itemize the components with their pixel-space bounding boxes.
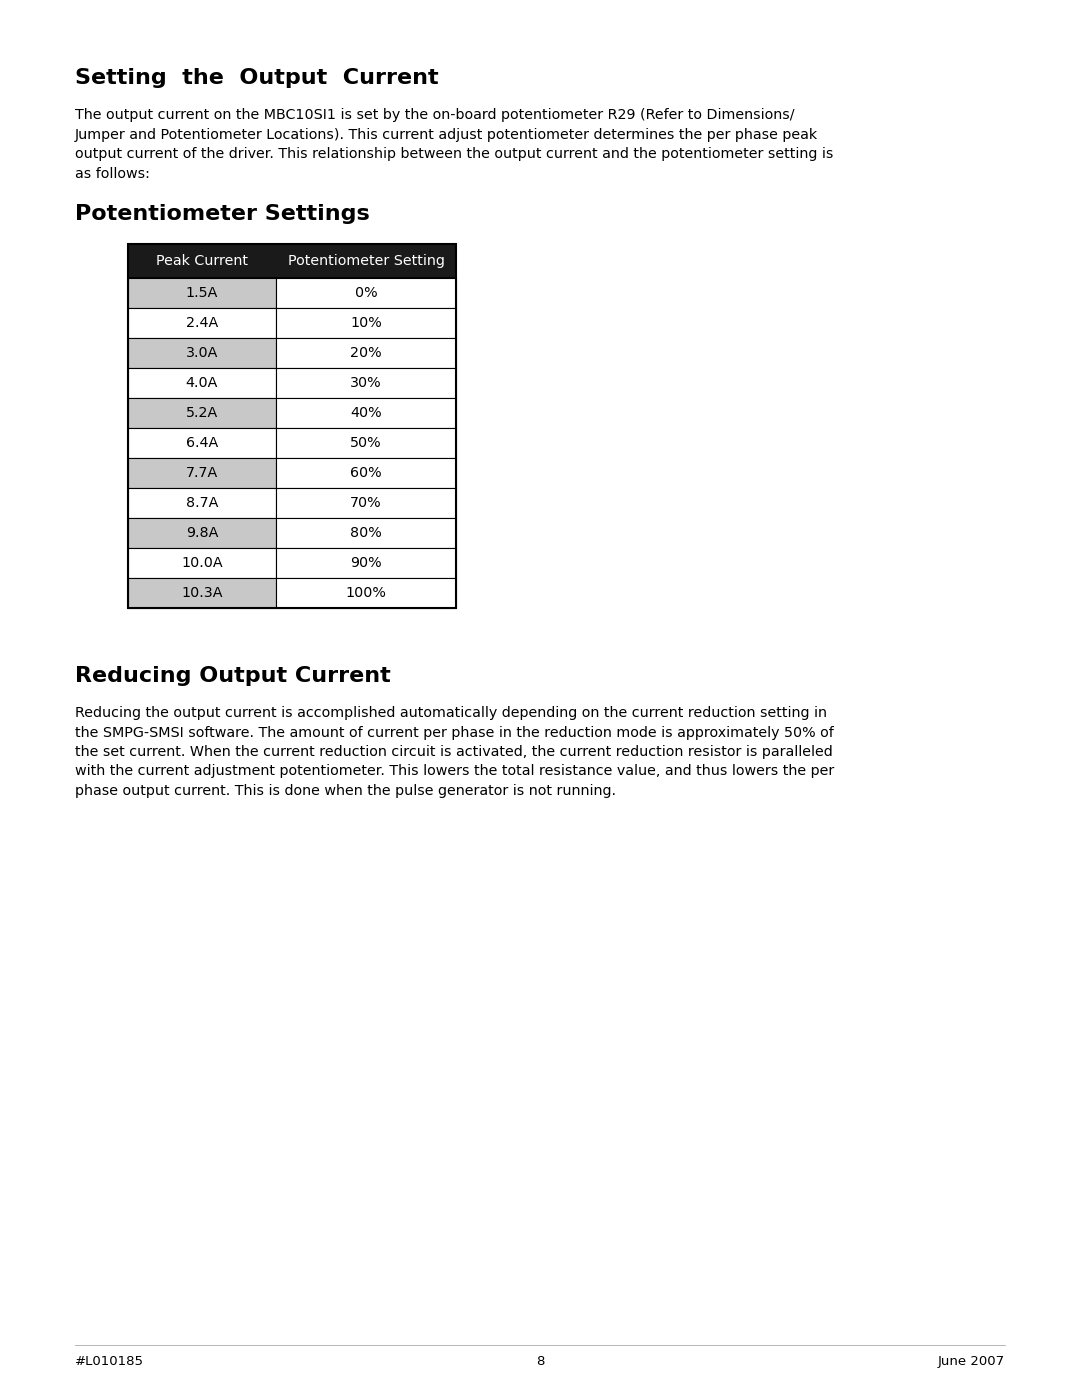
Text: 8: 8	[536, 1355, 544, 1368]
Text: 1.5A: 1.5A	[186, 286, 218, 300]
Text: 90%: 90%	[350, 556, 382, 570]
Text: with the current adjustment potentiometer. This lowers the total resistance valu: with the current adjustment potentiomete…	[75, 764, 834, 778]
Bar	[129, 548, 276, 578]
Bar	[276, 578, 456, 608]
Text: June 2007: June 2007	[937, 1355, 1005, 1368]
Text: 8.7A: 8.7A	[186, 496, 218, 510]
Text: Reducing Output Current: Reducing Output Current	[75, 666, 391, 686]
Text: 10.3A: 10.3A	[181, 585, 222, 599]
Bar	[129, 578, 276, 608]
Bar	[276, 548, 456, 578]
Text: 20%: 20%	[350, 346, 382, 360]
Text: 9.8A: 9.8A	[186, 527, 218, 541]
Text: 5.2A: 5.2A	[186, 407, 218, 420]
Bar	[276, 338, 456, 367]
Text: phase output current. This is done when the pulse generator is not running.: phase output current. This is done when …	[75, 784, 616, 798]
Bar	[129, 427, 276, 458]
Bar	[129, 458, 276, 488]
Text: Potentiometer Setting: Potentiometer Setting	[287, 254, 445, 268]
Text: the set current. When the current reduction circuit is activated, the current re: the set current. When the current reduct…	[75, 745, 833, 759]
Text: 50%: 50%	[350, 436, 382, 450]
Text: 10.0A: 10.0A	[181, 556, 222, 570]
Text: Jumper and Potentiometer Locations). This current adjust potentiometer determine: Jumper and Potentiometer Locations). Thi…	[75, 127, 819, 141]
Bar	[129, 338, 276, 367]
Text: Peak Current: Peak Current	[156, 254, 248, 268]
Text: 7.7A: 7.7A	[186, 467, 218, 481]
Text: 40%: 40%	[350, 407, 382, 420]
Text: 100%: 100%	[346, 585, 387, 599]
Bar	[276, 518, 456, 548]
Text: Potentiometer Settings: Potentiometer Settings	[75, 204, 369, 224]
Bar	[129, 244, 456, 608]
Text: 80%: 80%	[350, 527, 382, 541]
Bar	[129, 488, 276, 518]
Text: Setting  the  Output  Current: Setting the Output Current	[75, 68, 438, 88]
Bar	[129, 367, 276, 398]
Text: 6.4A: 6.4A	[186, 436, 218, 450]
Bar	[129, 307, 276, 338]
Text: as follows:: as follows:	[75, 166, 150, 180]
Bar	[129, 278, 276, 307]
Bar	[276, 458, 456, 488]
Text: The output current on the MBC10SI1 is set by the on-board potentiometer R29 (Ref: The output current on the MBC10SI1 is se…	[75, 108, 795, 122]
Text: Reducing the output current is accomplished automatically depending on the curre: Reducing the output current is accomplis…	[75, 705, 827, 719]
Bar	[129, 398, 276, 427]
Text: 0%: 0%	[354, 286, 377, 300]
Text: 2.4A: 2.4A	[186, 316, 218, 330]
Bar	[129, 244, 456, 278]
Bar	[276, 427, 456, 458]
Text: output current of the driver. This relationship between the output current and t: output current of the driver. This relat…	[75, 147, 834, 161]
Text: 4.0A: 4.0A	[186, 376, 218, 390]
Bar	[276, 367, 456, 398]
Text: the SMPG-SMSI software. The amount of current per phase in the reduction mode is: the SMPG-SMSI software. The amount of cu…	[75, 725, 834, 739]
Text: 70%: 70%	[350, 496, 382, 510]
Bar	[129, 518, 276, 548]
Bar	[276, 398, 456, 427]
Bar	[276, 307, 456, 338]
Text: #L010185: #L010185	[75, 1355, 144, 1368]
Text: 3.0A: 3.0A	[186, 346, 218, 360]
Text: 30%: 30%	[350, 376, 382, 390]
Text: 10%: 10%	[350, 316, 382, 330]
Bar	[276, 488, 456, 518]
Text: 60%: 60%	[350, 467, 382, 481]
Bar	[276, 278, 456, 307]
